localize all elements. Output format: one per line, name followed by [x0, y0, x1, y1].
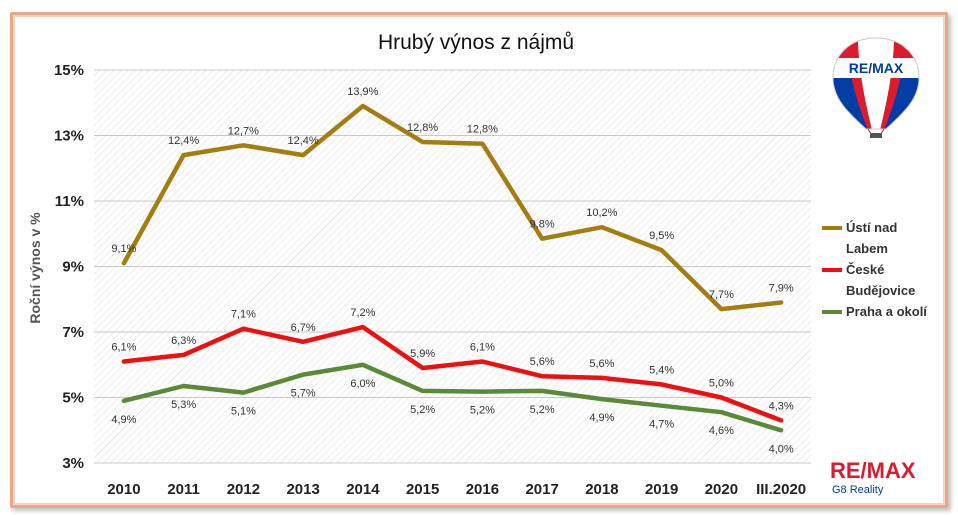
x-tick-label: III.2020: [756, 481, 806, 498]
data-label: 12,8%: [467, 124, 498, 136]
y-tick-label: 13%: [54, 128, 84, 145]
data-label: 7,9%: [769, 283, 794, 295]
data-label: 4,9%: [111, 414, 136, 426]
data-label: 12,4%: [168, 135, 199, 147]
data-label: 9,8%: [530, 219, 555, 231]
data-label: 6,1%: [111, 341, 136, 353]
legend-label: Budějovice: [846, 283, 915, 298]
x-tick-label: 2016: [466, 481, 499, 498]
legend-label: České: [846, 262, 884, 277]
legend-label: Praha a okolí: [846, 304, 927, 319]
data-label: 7,2%: [350, 307, 375, 319]
data-label: 4,0%: [769, 443, 794, 455]
y-tick-label: 15%: [54, 62, 84, 79]
data-label: 4,6%: [709, 425, 734, 437]
remax-footer-logo: RE/MAX G8 Reality: [830, 458, 916, 496]
data-label: 9,5%: [649, 230, 674, 242]
data-label: 4,7%: [649, 419, 674, 431]
y-tick-label: 7%: [62, 324, 84, 341]
x-tick-label: 2020: [705, 481, 738, 498]
series-line: [121, 324, 784, 423]
data-label: 5,9%: [410, 348, 435, 360]
data-label: 5,2%: [530, 404, 555, 416]
y-tick-label: 11%: [55, 193, 84, 210]
data-label: 6,3%: [171, 335, 196, 347]
y-axis-label: Roční výnos v %: [27, 212, 43, 324]
data-label: 5,4%: [649, 364, 674, 376]
data-label: 6,1%: [470, 341, 495, 353]
x-tick-label: 2017: [525, 481, 558, 498]
data-label: 4,3%: [769, 400, 794, 412]
data-label: 12,7%: [228, 125, 259, 137]
data-label: 4,9%: [589, 412, 614, 424]
data-label: 9,1%: [111, 243, 136, 255]
footer-logo-subtitle: G8 Reality: [832, 484, 884, 496]
legend-label: Ústí nad: [846, 220, 897, 235]
y-tick-label: 5%: [62, 390, 84, 407]
data-label: 5,2%: [470, 405, 495, 417]
x-axis: 2010 2011 2012 2013 2014 2015 2016 2017 2018 2019…: [107, 481, 806, 498]
series-line: [121, 362, 784, 433]
data-label: 5,6%: [589, 358, 614, 370]
x-tick-label: 2010: [107, 481, 140, 498]
legend: Ústí nad Labem České Budějovice Praha a okol…: [822, 220, 927, 319]
remax-balloon-logo: RE/MAX: [832, 37, 920, 138]
data-label: 5,2%: [410, 404, 435, 416]
x-tick-label: 2012: [227, 481, 260, 498]
data-label: 6,0%: [350, 378, 375, 390]
data-label: 5,3%: [171, 399, 196, 411]
data-label: 5,7%: [291, 388, 316, 400]
y-tick-label: 9%: [62, 259, 84, 276]
data-label: 5,6%: [530, 356, 555, 368]
data-label: 10,2%: [586, 207, 617, 219]
x-tick-label: 2013: [286, 481, 319, 498]
x-tick-label: 2011: [167, 481, 200, 498]
x-tick-label: 2015: [406, 481, 439, 498]
footer-logo-text: RE/MAX: [830, 458, 916, 483]
data-label: 7,1%: [231, 309, 256, 321]
data-label: 13,9%: [347, 86, 378, 98]
data-label: 6,7%: [291, 322, 316, 334]
data-labels: 9,1% 12,4% 12,7% 12,4% 13,9% 12,8% 12,8% 9,8% 10…: [111, 86, 794, 455]
chart-title: Hrubý výnos z nájmů: [378, 31, 574, 54]
gridlines: [94, 69, 811, 464]
y-tick-label: 3%: [62, 455, 84, 472]
data-label: 7,7%: [709, 289, 734, 301]
y-axis: 3% 5% 7% 9% 11% 13% 15%: [54, 62, 84, 472]
data-label: 12,8%: [407, 122, 438, 134]
data-label: 5,0%: [709, 378, 734, 390]
data-label: 12,4%: [288, 135, 319, 147]
x-tick-label: 2018: [585, 481, 618, 498]
balloon-logo-text: RE/MAX: [849, 60, 904, 76]
x-tick-label: 2019: [645, 481, 678, 498]
series-group: [121, 103, 784, 433]
x-tick-label: 2014: [346, 481, 380, 498]
legend-label: Labem: [846, 241, 888, 256]
data-label: 5,1%: [231, 406, 256, 418]
series-line: [121, 103, 784, 312]
